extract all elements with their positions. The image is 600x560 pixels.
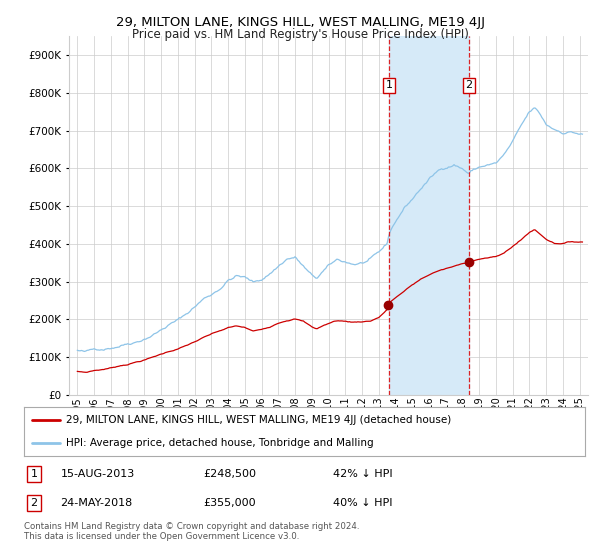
Text: 1: 1	[386, 81, 392, 91]
Text: 24-MAY-2018: 24-MAY-2018	[61, 498, 133, 508]
Text: 29, MILTON LANE, KINGS HILL, WEST MALLING, ME19 4JJ (detached house): 29, MILTON LANE, KINGS HILL, WEST MALLIN…	[66, 416, 451, 426]
Text: 29, MILTON LANE, KINGS HILL, WEST MALLING, ME19 4JJ: 29, MILTON LANE, KINGS HILL, WEST MALLIN…	[115, 16, 485, 29]
Text: HPI: Average price, detached house, Tonbridge and Malling: HPI: Average price, detached house, Tonb…	[66, 438, 374, 448]
Text: Contains HM Land Registry data © Crown copyright and database right 2024.
This d: Contains HM Land Registry data © Crown c…	[24, 522, 359, 542]
Text: 42% ↓ HPI: 42% ↓ HPI	[332, 469, 392, 479]
Text: £355,000: £355,000	[203, 498, 256, 508]
Text: 2: 2	[466, 81, 473, 91]
Text: £248,500: £248,500	[203, 469, 257, 479]
Text: 2: 2	[31, 498, 38, 508]
Bar	[389, 36, 469, 395]
Text: 1: 1	[31, 469, 38, 479]
Text: 40% ↓ HPI: 40% ↓ HPI	[332, 498, 392, 508]
Text: Price paid vs. HM Land Registry's House Price Index (HPI): Price paid vs. HM Land Registry's House …	[131, 28, 469, 41]
Text: 15-AUG-2013: 15-AUG-2013	[61, 469, 135, 479]
